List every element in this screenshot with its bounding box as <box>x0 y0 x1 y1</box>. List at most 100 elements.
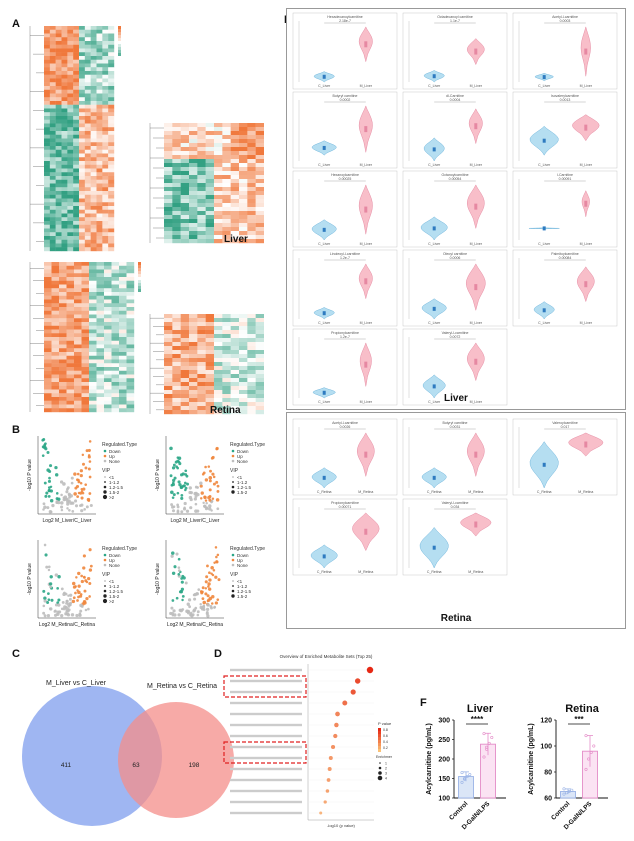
heatmap-cell <box>90 247 97 252</box>
heatmap-cell <box>197 207 206 212</box>
heatmap-cell <box>172 195 181 200</box>
heatmap-cell <box>90 59 97 64</box>
heatmap-cell <box>164 354 173 359</box>
heatmap-cell <box>126 363 135 368</box>
volcano-xlabel: Log2 M_Liver/C_Liver <box>43 518 92 524</box>
volcano-vip-label: 1.5-2 <box>109 490 120 495</box>
heatmap-cell <box>239 358 248 363</box>
heatmap-cell <box>74 408 82 413</box>
violin-subplot-title: dl-Carnitine <box>446 94 464 98</box>
heatmap-cell <box>108 101 115 105</box>
volcano-point <box>47 479 52 483</box>
heatmap-cell <box>79 142 86 147</box>
violin-control-box <box>432 475 436 480</box>
heatmap-cell <box>44 228 51 233</box>
heatmap-cell <box>79 217 86 222</box>
heatmap-cell <box>104 314 112 319</box>
heatmap-cell <box>172 199 181 204</box>
enrichment-highlight-box <box>223 675 307 698</box>
volcano-point <box>171 551 175 555</box>
volcano-vip-title: VIP <box>102 468 111 474</box>
heatmap-cell <box>164 131 173 136</box>
heatmap-cell <box>61 228 68 233</box>
heatmap-cell <box>44 67 51 72</box>
volcano-point <box>55 497 59 501</box>
violin-pvalue: 0.0072 <box>450 335 461 339</box>
heatmap-cell <box>89 273 97 278</box>
heatmap-cell <box>172 211 181 216</box>
heatmap-cell <box>67 179 74 184</box>
heatmap-cell <box>79 104 86 109</box>
heatmap-cell <box>55 138 62 143</box>
heatmap-cell <box>104 269 112 274</box>
heatmap-cell <box>214 187 223 192</box>
enrichment-colorbar-step <box>378 740 381 743</box>
volcano-point <box>204 507 209 511</box>
heatmap-cell <box>66 337 75 341</box>
heatmap-cell <box>102 116 109 120</box>
heatmap-cell <box>180 382 190 387</box>
heatmap-cell <box>180 203 190 208</box>
heatmap-cell <box>79 183 86 188</box>
heatmap-cell <box>89 318 97 323</box>
heatmap-cell <box>205 410 215 415</box>
volcano-legend-swatch <box>103 563 107 567</box>
heatmap-cell <box>111 374 120 379</box>
violin-model-box <box>364 361 368 368</box>
heatmap-cell <box>126 295 135 300</box>
heatmap-cell <box>44 127 51 132</box>
heatmap-cell <box>96 191 103 195</box>
volcano-legend-label: Up <box>109 454 115 459</box>
violin-pvalue: 0.00054 <box>449 177 462 181</box>
volcano-point <box>176 456 180 459</box>
heatmap-cell <box>55 97 62 102</box>
volcano-point <box>72 596 76 600</box>
heatmap-cell <box>96 228 103 233</box>
volcano-point <box>173 565 177 569</box>
heatmap-cell <box>205 318 215 323</box>
heatmap-cell <box>49 236 56 240</box>
heatmap-cell <box>180 183 190 188</box>
heatmap-cell <box>172 358 181 363</box>
heatmap-cell <box>90 194 97 199</box>
heatmap-cell <box>84 123 91 128</box>
heatmap-cell <box>79 176 86 180</box>
heatmap-cell <box>108 247 115 252</box>
violin-group-label: M_Liver <box>470 84 483 88</box>
heatmap-cell <box>119 314 127 319</box>
heatmap-cell <box>61 176 68 180</box>
heatmap-cell <box>79 116 86 120</box>
heatmap-cell <box>90 157 97 162</box>
heatmap-cell <box>55 93 62 98</box>
heatmap-cell <box>81 295 90 300</box>
volcano-point <box>43 599 47 603</box>
heatmap-cell <box>239 155 248 160</box>
heatmap-colorbar-step <box>118 50 121 53</box>
heatmap-cell <box>55 116 62 120</box>
heatmap-cell <box>66 269 75 274</box>
heatmap-cell <box>111 273 120 278</box>
heatmap-cell <box>67 239 74 244</box>
volcano-vip-label: <1 <box>109 579 115 584</box>
heatmap-cell <box>89 374 97 379</box>
heatmap-cell <box>67 119 74 124</box>
heatmap-cell <box>164 362 173 367</box>
heatmap-cell <box>84 194 91 199</box>
volcano-point <box>49 464 53 468</box>
heatmap-cell <box>59 288 67 293</box>
volcano-point <box>68 508 71 512</box>
volcano-point <box>65 605 68 609</box>
heatmap-cell <box>172 215 181 220</box>
volcano-point <box>55 501 59 505</box>
heatmap-cell <box>44 243 51 248</box>
enrichment-legend-ratio-title: Enrichment Ratio <box>376 755 392 759</box>
heatmap-cell <box>247 410 256 415</box>
heatmap-cell <box>49 183 56 188</box>
heatmap-cell <box>104 265 112 270</box>
volcano-point <box>84 483 88 486</box>
heatmap-cell <box>90 153 97 158</box>
heatmap-cell <box>172 231 181 236</box>
heatmap-cell <box>66 378 75 383</box>
heatmap-cell <box>119 333 127 338</box>
